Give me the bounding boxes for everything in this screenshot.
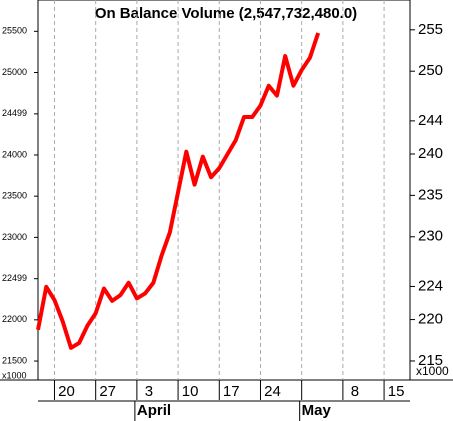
y2-tick-label: 255 xyxy=(418,21,443,38)
x-tick-label: 10 xyxy=(182,383,199,400)
y-tick-label: 21500 xyxy=(2,355,27,365)
x-tick-label: 15 xyxy=(388,383,405,400)
y-tick-label: 24000 xyxy=(2,149,27,159)
y2-tick-label: 250 xyxy=(418,62,443,79)
y2-unit: x1000 xyxy=(416,364,449,378)
x-tick-label: 20 xyxy=(58,383,75,400)
y-tick-label: 25500 xyxy=(2,26,27,36)
y2-tick-label: 230 xyxy=(418,228,443,245)
y2-tick-label: 215 xyxy=(418,352,443,369)
x-tick-label: 3 xyxy=(145,383,153,400)
y2-tick-label: 235 xyxy=(418,186,443,203)
x-tick-label: 24 xyxy=(264,383,281,400)
y-tick-label: 24499 xyxy=(2,108,27,118)
y2-tick-label: 244 xyxy=(418,112,443,129)
y-unit: x1000 xyxy=(2,370,27,380)
y-tick-label: 22499 xyxy=(2,273,27,283)
x-tick-label: 8 xyxy=(351,383,359,400)
month-label: April xyxy=(137,402,171,419)
y-tick-label: 23000 xyxy=(2,232,27,242)
y-tick-label: 25000 xyxy=(2,67,27,77)
y2-tick-label: 240 xyxy=(418,145,443,162)
x-tick-label: 27 xyxy=(99,383,116,400)
y2-tick-label: 220 xyxy=(418,311,443,328)
month-label: May xyxy=(302,402,332,419)
y-tick-label: 22000 xyxy=(2,314,27,324)
y-tick-label: 23500 xyxy=(2,191,27,201)
x-tick-label: 17 xyxy=(223,383,240,400)
y2-tick-label: 224 xyxy=(418,277,443,294)
series-line xyxy=(36,32,321,350)
chart-title: On Balance Volume (2,547,732,480.0) xyxy=(95,5,357,22)
